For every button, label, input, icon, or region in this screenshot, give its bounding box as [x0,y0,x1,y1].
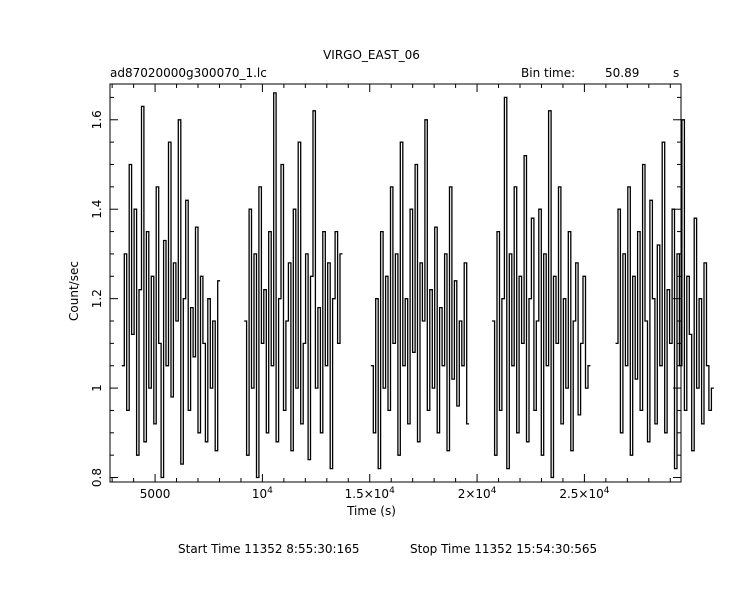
x-tick-label: 2.5×104 [559,486,609,501]
plot-title: VIRGO_EAST_06 [323,48,420,62]
x-axis-label: Time (s) [347,504,396,518]
x-tick-label: 1.5×104 [345,486,395,501]
y-tick-label: 1.4 [90,200,104,219]
x-tick-label: 5000 [140,487,171,501]
lightcurve-segment-3 [370,119,470,470]
y-tick-label: 1.2 [90,289,104,308]
bin-time-unit: s [673,66,680,80]
start-time: Start Time 11352 8:55:30:165 [178,542,360,556]
lightcurve-segment-4 [492,96,591,479]
plot-frame [109,83,682,483]
x-tick-label: 104 [252,486,273,501]
bin-time-label: Bin time: [521,66,576,80]
stop-time: Stop Time 11352 15:54:30:565 [410,542,598,556]
y-axis-label: Count/sec [67,261,81,321]
lightcurve-segment-2 [244,92,343,479]
y-tick-label: 0.8 [90,468,104,487]
filename-label: ad87020000g300070_1.lc [110,66,267,80]
lightcurve-segment-1 [121,105,221,479]
x-tick-label: 2×104 [458,486,497,501]
lightcurve-segment-5 [615,119,714,470]
y-tick-label: 1 [90,384,104,392]
y-tick-label: 1.6 [90,110,104,129]
bin-time-value: 50.89 [605,66,640,80]
